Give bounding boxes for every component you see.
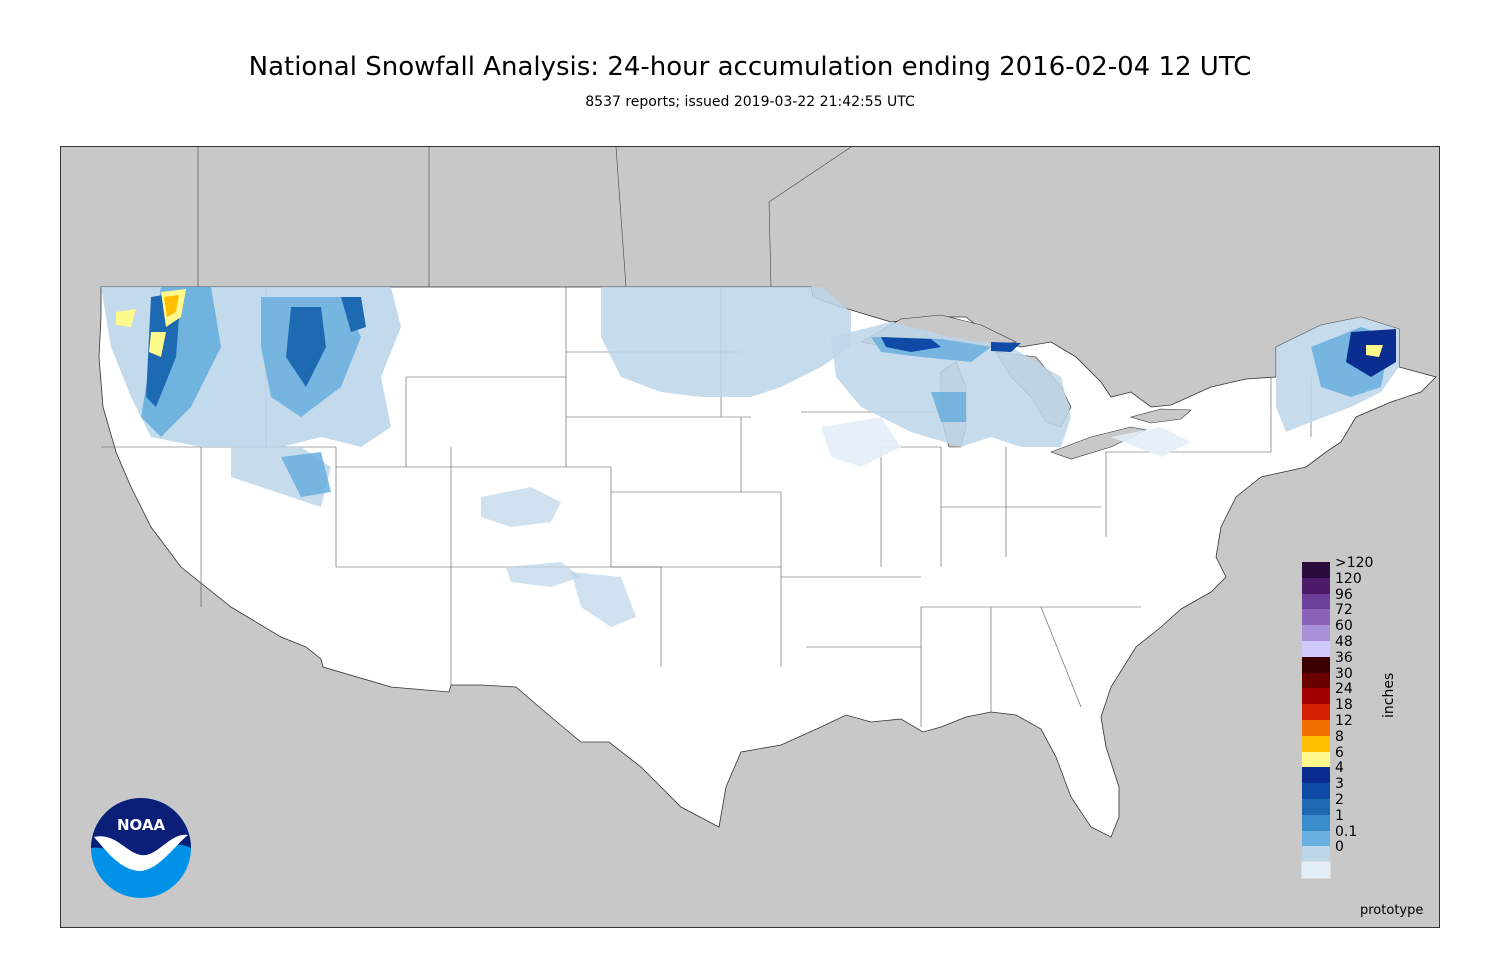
legend-swatch xyxy=(1302,799,1330,816)
legend-label: 36 xyxy=(1335,649,1353,666)
legend-label: 0.1 xyxy=(1335,823,1358,840)
legend-label: 60 xyxy=(1335,618,1353,635)
legend-swatch xyxy=(1302,688,1330,705)
legend-swatch xyxy=(1302,577,1330,595)
legend-label: 8 xyxy=(1335,728,1344,745)
snowfall-map xyxy=(60,146,1440,928)
legend-label: >120 xyxy=(1335,555,1374,571)
legend-swatch xyxy=(1302,704,1330,721)
legend-swatch xyxy=(1302,609,1330,626)
map-subtitle: 8537 reports; issued 2019-03-22 21:42:55… xyxy=(585,94,915,110)
legend-swatch xyxy=(1302,625,1330,642)
map-canvas xyxy=(98,147,1437,838)
noaa-logo-text: NOAA xyxy=(117,816,166,834)
legend-label: 1 xyxy=(1335,807,1344,824)
legend-swatch xyxy=(1302,846,1330,863)
noaa-logo-icon: NOAA xyxy=(91,798,191,898)
legend-label: 48 xyxy=(1335,634,1353,650)
legend-label: 2 xyxy=(1335,792,1344,808)
legend-swatch xyxy=(1301,861,1331,880)
legend-swatch xyxy=(1302,672,1330,689)
lake-ontario xyxy=(1129,408,1192,424)
map-title: National Snowfall Analysis: 24-hour accu… xyxy=(248,52,1252,82)
country-boundaries xyxy=(197,147,852,288)
legend-swatch xyxy=(1302,562,1330,579)
legend-label: 6 xyxy=(1335,744,1344,761)
legend-swatch xyxy=(1302,720,1330,737)
snowfall-shading xyxy=(101,287,1399,627)
legend-swatch xyxy=(1302,767,1330,784)
legend-swatch xyxy=(1302,593,1330,610)
legend-label: 30 xyxy=(1335,665,1353,682)
legend-swatch xyxy=(1302,751,1330,768)
legend-swatch xyxy=(1302,656,1330,674)
legend-label: 0 xyxy=(1335,839,1344,856)
legend-swatch xyxy=(1302,641,1330,658)
legend-swatch xyxy=(1302,735,1330,753)
legend-swatch xyxy=(1302,814,1330,832)
legend-label: 12 xyxy=(1335,713,1353,729)
legend-label: 24 xyxy=(1335,681,1353,698)
legend-label: 120 xyxy=(1335,570,1362,587)
legend-label: 72 xyxy=(1335,602,1353,619)
legend-swatch xyxy=(1302,830,1330,847)
legend-label: 3 xyxy=(1335,776,1344,793)
legend-label: 18 xyxy=(1335,697,1353,714)
legend-swatch xyxy=(1302,783,1330,800)
prototype-label: prototype xyxy=(1360,903,1424,918)
legend-label: 96 xyxy=(1335,586,1353,603)
conus-land xyxy=(98,286,1437,838)
legend-units-label: inches xyxy=(1381,672,1397,718)
legend-label: 4 xyxy=(1335,760,1344,777)
